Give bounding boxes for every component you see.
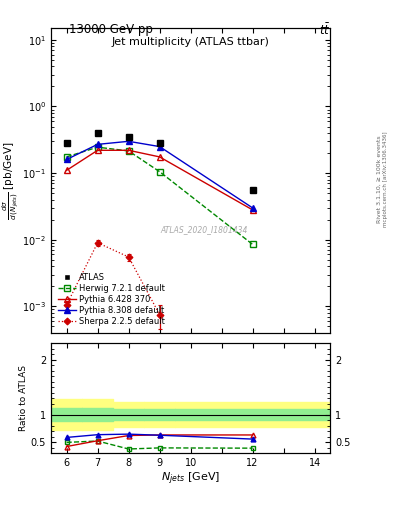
- Text: ATLAS_2020_I1801434: ATLAS_2020_I1801434: [161, 225, 248, 233]
- Y-axis label: Ratio to ATLAS: Ratio to ATLAS: [19, 365, 28, 431]
- X-axis label: $N_{jets}$ [GeV]: $N_{jets}$ [GeV]: [161, 471, 220, 487]
- Text: Jet multiplicity (ATLAS ttbar): Jet multiplicity (ATLAS ttbar): [112, 37, 270, 47]
- Legend: ATLAS, Herwig 7.2.1 default, Pythia 6.428 370, Pythia 8.308 default, Sherpa 2.2.: ATLAS, Herwig 7.2.1 default, Pythia 6.42…: [55, 270, 168, 329]
- Text: 13000 GeV pp: 13000 GeV pp: [69, 23, 152, 36]
- Text: mcplots.cern.ch [arXiv:1306.3436]: mcplots.cern.ch [arXiv:1306.3436]: [383, 132, 387, 227]
- Y-axis label: $\frac{d\sigma}{d\,(N_{jets})}$ [pb/GeV]: $\frac{d\sigma}{d\,(N_{jets})}$ [pb/GeV]: [0, 141, 21, 220]
- Text: Rivet 3.1.10, ≥ 100k events: Rivet 3.1.10, ≥ 100k events: [377, 135, 382, 223]
- Text: $t\bar{t}$: $t\bar{t}$: [319, 23, 330, 38]
